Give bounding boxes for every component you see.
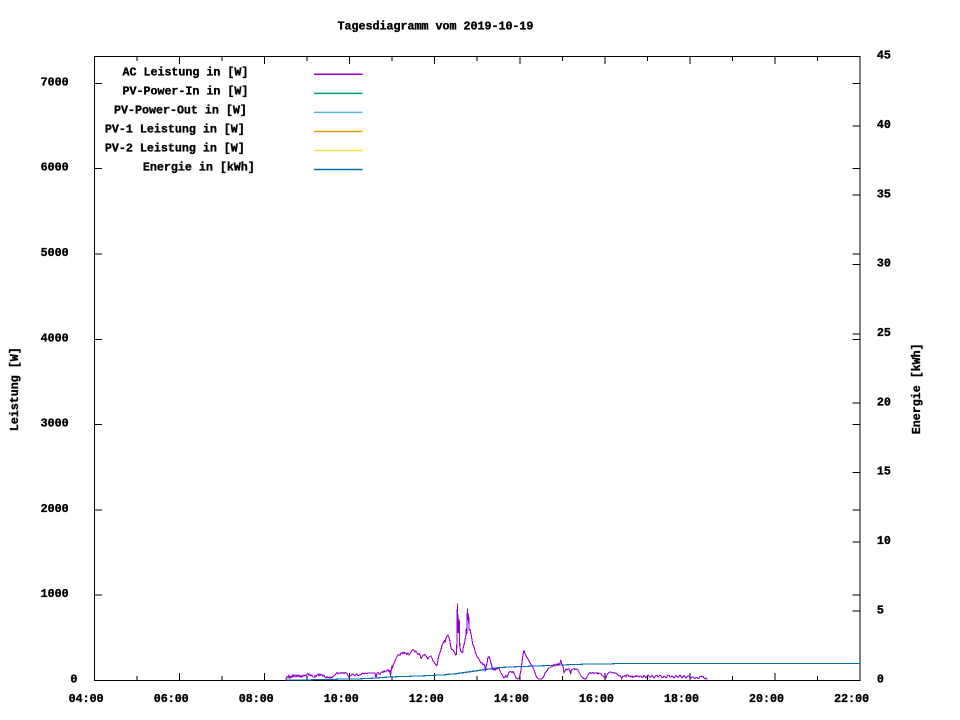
- svg-text:06:00: 06:00: [154, 692, 189, 706]
- svg-text:15: 15: [877, 465, 891, 479]
- svg-text:20: 20: [877, 395, 891, 409]
- svg-text:PV-Power-In in [W]: PV-Power-In in [W]: [122, 84, 248, 98]
- svg-text:4000: 4000: [41, 331, 69, 345]
- svg-text:30: 30: [877, 257, 891, 271]
- svg-text:14:00: 14:00: [494, 692, 529, 706]
- svg-text:0: 0: [877, 673, 884, 687]
- svg-text:04:00: 04:00: [69, 692, 104, 706]
- svg-text:20:00: 20:00: [749, 692, 784, 706]
- svg-text:2000: 2000: [41, 502, 69, 516]
- svg-text:22:00: 22:00: [834, 692, 869, 706]
- svg-text:AC Leistung in [W]: AC Leistung in [W]: [122, 65, 248, 79]
- svg-text:6000: 6000: [41, 161, 69, 175]
- svg-text:5000: 5000: [41, 246, 69, 260]
- svg-text:18:00: 18:00: [664, 692, 699, 706]
- svg-text:PV-Power-Out in [W]: PV-Power-Out in [W]: [114, 103, 247, 117]
- svg-text:12:00: 12:00: [409, 692, 444, 706]
- svg-text:PV-1 Leistung in [W]: PV-1 Leistung in [W]: [105, 122, 245, 136]
- svg-text:Leistung [W]: Leistung [W]: [8, 347, 22, 431]
- svg-text:PV-2 Leistung in [W]: PV-2 Leistung in [W]: [105, 142, 245, 156]
- svg-text:Energie [kWh]: Energie [kWh]: [910, 343, 924, 434]
- svg-text:1000: 1000: [41, 587, 69, 601]
- svg-text:25: 25: [877, 326, 891, 340]
- svg-text:40: 40: [877, 118, 891, 132]
- svg-text:10:00: 10:00: [324, 692, 359, 706]
- svg-text:Tagesdiagramm vom 2019-10-19: Tagesdiagramm vom 2019-10-19: [338, 20, 534, 34]
- svg-text:0: 0: [70, 673, 77, 687]
- svg-text:5: 5: [877, 603, 884, 617]
- svg-text:08:00: 08:00: [239, 692, 274, 706]
- svg-text:7000: 7000: [41, 75, 69, 89]
- svg-text:3000: 3000: [41, 417, 69, 431]
- svg-text:45: 45: [877, 49, 891, 63]
- svg-text:16:00: 16:00: [579, 692, 614, 706]
- svg-text:35: 35: [877, 187, 891, 201]
- svg-text:10: 10: [877, 534, 891, 548]
- svg-text:Energie in [kWh]: Energie in [kWh]: [143, 161, 255, 175]
